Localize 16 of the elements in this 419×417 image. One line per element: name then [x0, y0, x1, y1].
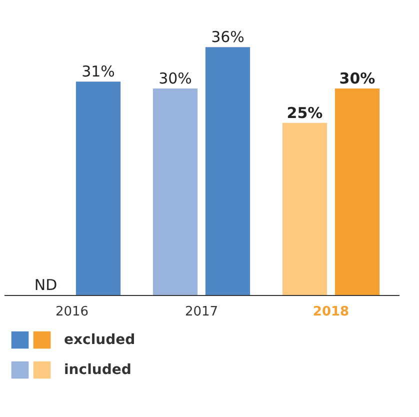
x-tick-label: 2016 [55, 304, 89, 320]
data-label: 31% [82, 62, 115, 81]
data-label: 30% [158, 69, 192, 88]
bar [205, 47, 250, 295]
x-tick-label: 2017 [184, 304, 218, 320]
legend-label: included [64, 362, 132, 378]
bar [282, 122, 328, 295]
bar [152, 88, 198, 295]
x-tick-label: 2018 [312, 304, 350, 320]
bar [76, 82, 121, 295]
text: ND [34, 276, 58, 294]
data-label: 30% [339, 69, 376, 88]
data-label: 25% [286, 104, 323, 122]
bar [334, 88, 380, 295]
data-label: 36% [211, 28, 244, 46]
legend-label: excluded [64, 332, 136, 348]
